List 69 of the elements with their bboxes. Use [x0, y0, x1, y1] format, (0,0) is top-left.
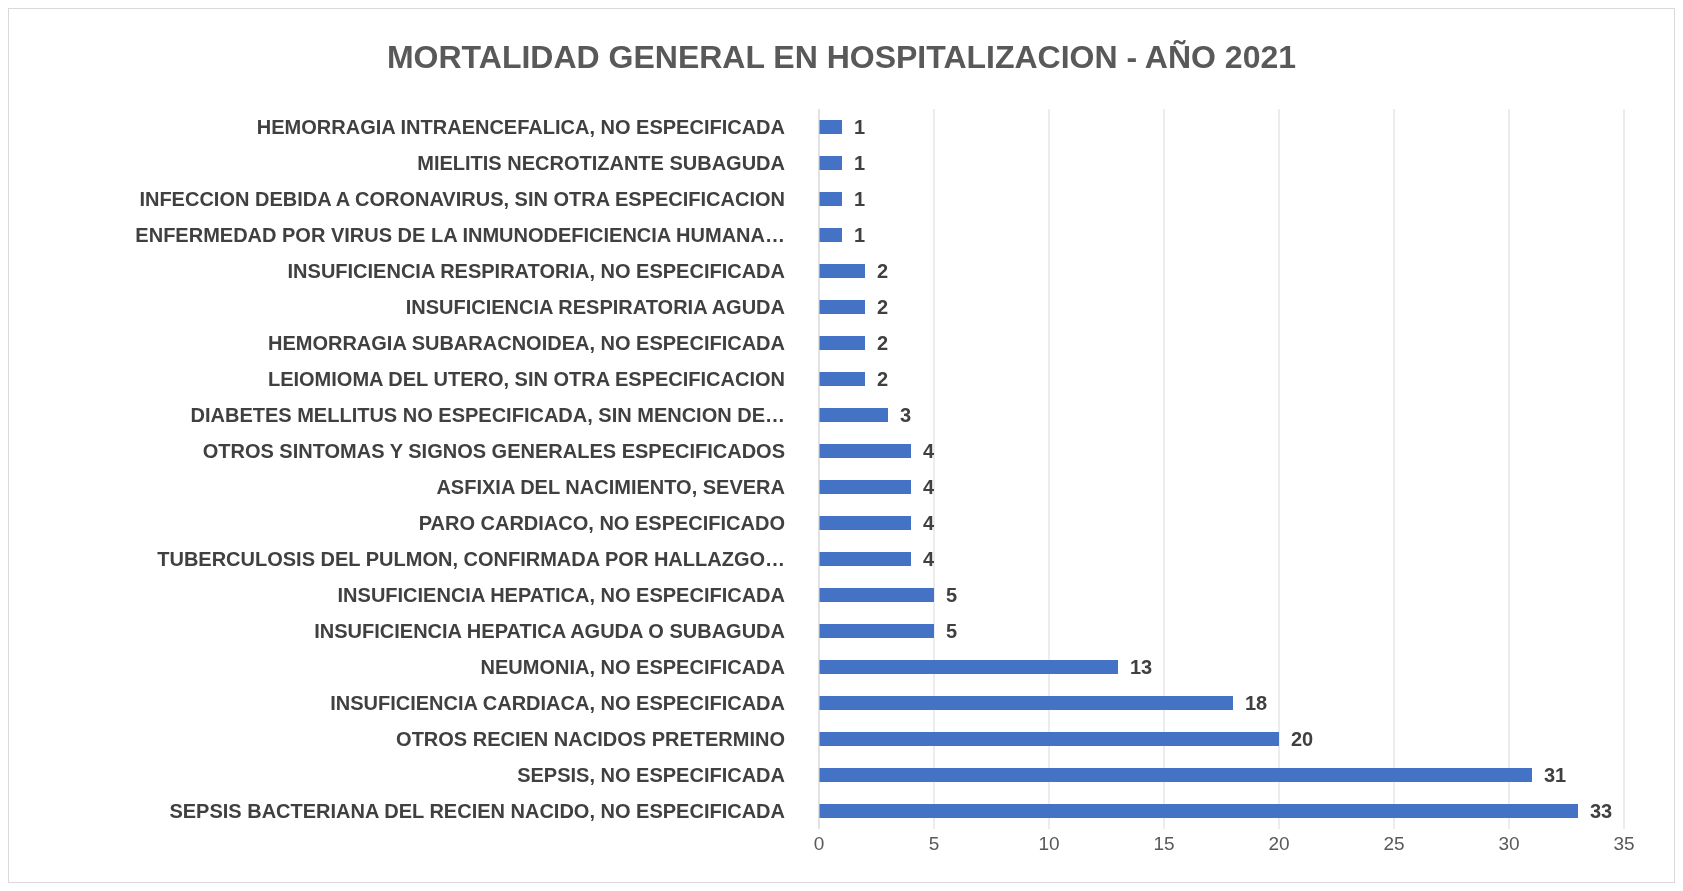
bar	[819, 408, 888, 422]
y-tick-label: DIABETES MELLITUS NO ESPECIFICADA, SIN MENCION DE…	[190, 404, 785, 427]
bar	[819, 372, 865, 386]
bar	[819, 768, 1532, 782]
bar	[819, 516, 911, 530]
data-label: 2	[877, 332, 889, 355]
bar	[819, 228, 842, 242]
data-label: 1	[854, 224, 866, 247]
y-tick-label: HEMORRAGIA SUBARACNOIDEA, NO ESPECIFICADA	[267, 332, 785, 355]
y-tick-label: INSUFICIENCIA HEPATICA, NO ESPECIFICADA	[337, 584, 785, 607]
bar	[819, 444, 911, 458]
data-label: 18	[1245, 692, 1268, 715]
bar	[819, 480, 911, 494]
bar	[819, 732, 1279, 746]
data-label: 4	[923, 440, 935, 463]
data-label: 33	[1590, 800, 1613, 823]
x-tick-label: 5	[928, 833, 940, 855]
data-label: 20	[1291, 728, 1314, 751]
bar	[819, 192, 842, 206]
bar	[819, 264, 865, 278]
data-label: 4	[923, 512, 935, 535]
y-tick-label: LEIOMIOMA DEL UTERO, SIN OTRA ESPECIFICACION	[267, 368, 785, 391]
data-label: 1	[854, 188, 866, 211]
data-label: 5	[946, 620, 958, 643]
data-label: 2	[877, 296, 889, 319]
y-tick-label: PARO CARDIACO, NO ESPECIFICADO	[418, 512, 785, 535]
y-tick-label: MIELITIS NECROTIZANTE SUBAGUDA	[417, 152, 785, 175]
x-tick-label: 20	[1268, 833, 1290, 855]
bar	[819, 660, 1118, 674]
y-tick-label: TUBERCULOSIS DEL PULMON, CONFIRMADA POR HALLAZGO…	[157, 548, 785, 571]
y-tick-label: INSUFICIENCIA RESPIRATORIA AGUDA	[405, 296, 785, 319]
bar	[819, 336, 865, 350]
x-tick-label: 25	[1383, 833, 1405, 855]
y-tick-label: OTROS RECIEN NACIDOS PRETERMINO	[396, 728, 785, 751]
y-tick-label: NEUMONIA, NO ESPECIFICADA	[480, 656, 785, 679]
bar	[819, 588, 934, 602]
bar	[819, 804, 1578, 818]
data-label: 5	[946, 584, 958, 607]
chart-title: MORTALIDAD GENERAL EN HOSPITALIZACION - AÑO 2021	[385, 38, 1298, 77]
data-label: 4	[923, 476, 935, 499]
x-tick-label: 15	[1153, 833, 1175, 855]
data-label: 3	[900, 404, 912, 427]
data-label: 31	[1544, 764, 1567, 787]
y-tick-label: SEPSIS, NO ESPECIFICADA	[517, 764, 785, 787]
x-tick-label: 30	[1498, 833, 1520, 855]
x-tick-label: 0	[813, 833, 825, 855]
bar	[819, 624, 934, 638]
data-label: 2	[877, 260, 889, 283]
bar	[819, 120, 842, 134]
y-tick-label: SEPSIS BACTERIANA DEL RECIEN NACIDO, NO ESPECIFICADA	[169, 800, 785, 823]
y-tick-label: INFECCION DEBIDA A CORONAVIRUS, SIN OTRA ESPECIFICACION	[139, 188, 785, 211]
y-tick-label: ASFIXIA DEL NACIMIENTO, SEVERA	[436, 476, 785, 499]
bar	[819, 300, 865, 314]
bar	[819, 696, 1233, 710]
y-tick-label: INSUFICIENCIA CARDIACA, NO ESPECIFICADA	[330, 692, 785, 715]
x-tick-label: 10	[1038, 833, 1060, 855]
bar	[819, 552, 911, 566]
x-tick-label: 35	[1613, 833, 1635, 855]
y-tick-label: INSUFICIENCIA RESPIRATORIA, NO ESPECIFICADA	[287, 260, 785, 283]
data-label: 1	[854, 152, 866, 175]
data-label: 2	[877, 368, 889, 391]
bar	[819, 156, 842, 170]
y-tick-label: OTROS SINTOMAS Y SIGNOS GENERALES ESPECIFICADOS	[202, 440, 785, 463]
data-label: 13	[1130, 656, 1153, 679]
data-label: 1	[854, 116, 866, 139]
y-tick-label: HEMORRAGIA INTRAENCEFALICA, NO ESPECIFICADA	[256, 116, 785, 139]
y-tick-label: ENFERMEDAD POR VIRUS DE LA INMUNODEFICIENCIA HUMANA…	[135, 224, 785, 247]
data-label: 4	[923, 548, 935, 571]
y-tick-label: INSUFICIENCIA HEPATICA AGUDA O SUBAGUDA	[314, 620, 785, 643]
